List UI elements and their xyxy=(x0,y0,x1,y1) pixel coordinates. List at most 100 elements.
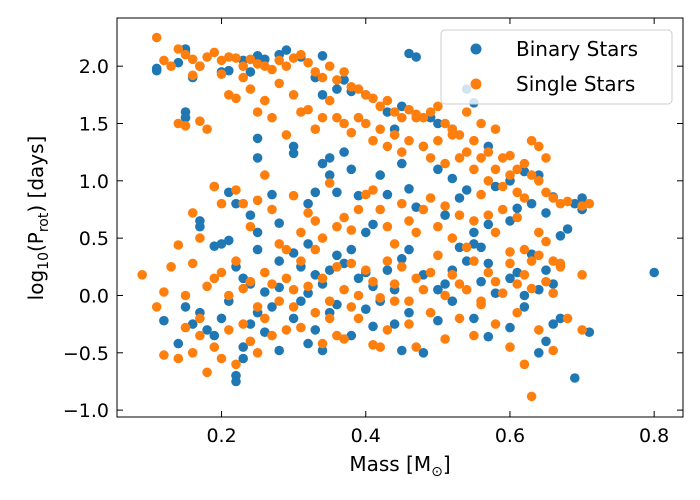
binary-star-point xyxy=(512,203,522,214)
single-star-point xyxy=(317,112,328,123)
single-star-point xyxy=(368,340,378,350)
binary-star-point xyxy=(224,235,234,246)
single-star-point xyxy=(404,104,414,115)
binary-star-point xyxy=(346,164,357,175)
binary-star-point xyxy=(469,313,479,324)
single-star-point xyxy=(418,112,429,123)
single-star-point xyxy=(353,84,364,94)
single-star-point xyxy=(497,288,508,299)
single-star-point xyxy=(433,250,443,261)
single-star-point xyxy=(519,359,530,370)
single-star-point xyxy=(202,367,212,378)
single-star-point xyxy=(310,216,321,226)
single-star-point xyxy=(216,198,227,209)
single-star-point xyxy=(166,262,176,272)
single-star-point xyxy=(166,61,176,71)
binary-star-point xyxy=(245,319,256,329)
single-star-point xyxy=(224,290,234,301)
single-star-point xyxy=(382,141,393,152)
single-star-point xyxy=(281,130,292,140)
single-star-point xyxy=(534,325,544,335)
single-star-point xyxy=(209,47,220,58)
binary-star-point xyxy=(454,242,465,253)
binary-star-point xyxy=(288,248,299,258)
single-star-point xyxy=(209,181,220,192)
binary-star-point xyxy=(397,253,407,264)
binary-star-point xyxy=(260,327,270,338)
single-star-point xyxy=(267,204,277,215)
single-star-point xyxy=(216,55,227,66)
binary-star-point xyxy=(476,276,486,287)
single-star-point xyxy=(483,267,494,278)
binary-star-point xyxy=(180,302,191,312)
single-star-point xyxy=(180,49,191,60)
y-tick-label: 0.5 xyxy=(79,228,109,250)
binary-star-point xyxy=(570,198,580,209)
single-star-point xyxy=(461,107,472,117)
binary-star-point xyxy=(339,147,349,157)
single-star-point xyxy=(245,84,256,94)
y-axis-label-sub1: 10 xyxy=(36,252,52,270)
binary-star-point xyxy=(252,153,263,163)
single-star-point xyxy=(317,273,328,284)
binary-star-point xyxy=(332,84,342,94)
binary-star-point xyxy=(317,90,328,100)
binary-star-point xyxy=(274,256,285,266)
single-star-point xyxy=(245,336,256,347)
single-star-point xyxy=(353,290,364,301)
single-star-point xyxy=(339,284,349,295)
binary-star-point xyxy=(317,158,328,169)
single-star-point xyxy=(361,90,371,100)
single-star-point xyxy=(512,279,522,289)
single-star-point xyxy=(534,250,544,261)
single-star-point xyxy=(447,233,458,243)
binary-star-point xyxy=(541,265,551,276)
single-star-point xyxy=(461,147,472,157)
single-star-point xyxy=(404,216,414,226)
binary-star-point xyxy=(195,221,205,232)
binary-star-point xyxy=(519,166,530,177)
single-star-point xyxy=(288,302,299,312)
single-star-point xyxy=(418,141,429,152)
y-tick-label: −1.0 xyxy=(63,400,109,422)
single-star-point xyxy=(353,313,364,324)
binary-star-point xyxy=(238,342,248,352)
single-star-point xyxy=(238,283,248,294)
single-star-point xyxy=(187,258,198,269)
binary-star-point xyxy=(324,153,335,163)
single-star-point xyxy=(584,198,595,209)
y-tick-label: −0.5 xyxy=(63,343,109,365)
x-tick-label: 0.2 xyxy=(206,425,236,447)
single-star-point xyxy=(260,267,270,278)
single-star-point xyxy=(324,178,335,188)
binary-star-point xyxy=(404,307,414,318)
single-star-point xyxy=(454,313,465,324)
single-star-point xyxy=(425,307,436,318)
binary-star-point xyxy=(397,101,407,112)
binary-star-point xyxy=(216,239,227,249)
binary-star-point xyxy=(433,284,443,295)
single-star-point xyxy=(440,118,450,129)
single-star-point xyxy=(260,170,270,180)
single-star-point xyxy=(332,330,342,341)
binary-star-point xyxy=(260,54,270,65)
single-star-point xyxy=(454,153,465,163)
single-star-point xyxy=(389,130,400,140)
binary-star-point xyxy=(252,51,263,61)
single-star-point xyxy=(548,345,558,356)
binary-star-point xyxy=(310,187,321,198)
single-star-point xyxy=(505,170,515,180)
single-star-point xyxy=(274,78,285,89)
binary-star-point xyxy=(245,67,256,77)
single-star-point xyxy=(332,221,342,232)
binary-star-point xyxy=(267,189,277,200)
single-star-point xyxy=(245,54,256,65)
binary-star-point xyxy=(332,187,342,198)
y-axis-label-end: ) [days] xyxy=(24,136,48,213)
single-star-point xyxy=(497,181,508,192)
binary-star-point xyxy=(541,208,551,218)
single-star-point xyxy=(209,273,220,284)
single-star-point xyxy=(195,233,205,243)
single-star-point xyxy=(180,290,191,301)
single-star-point xyxy=(231,359,241,370)
